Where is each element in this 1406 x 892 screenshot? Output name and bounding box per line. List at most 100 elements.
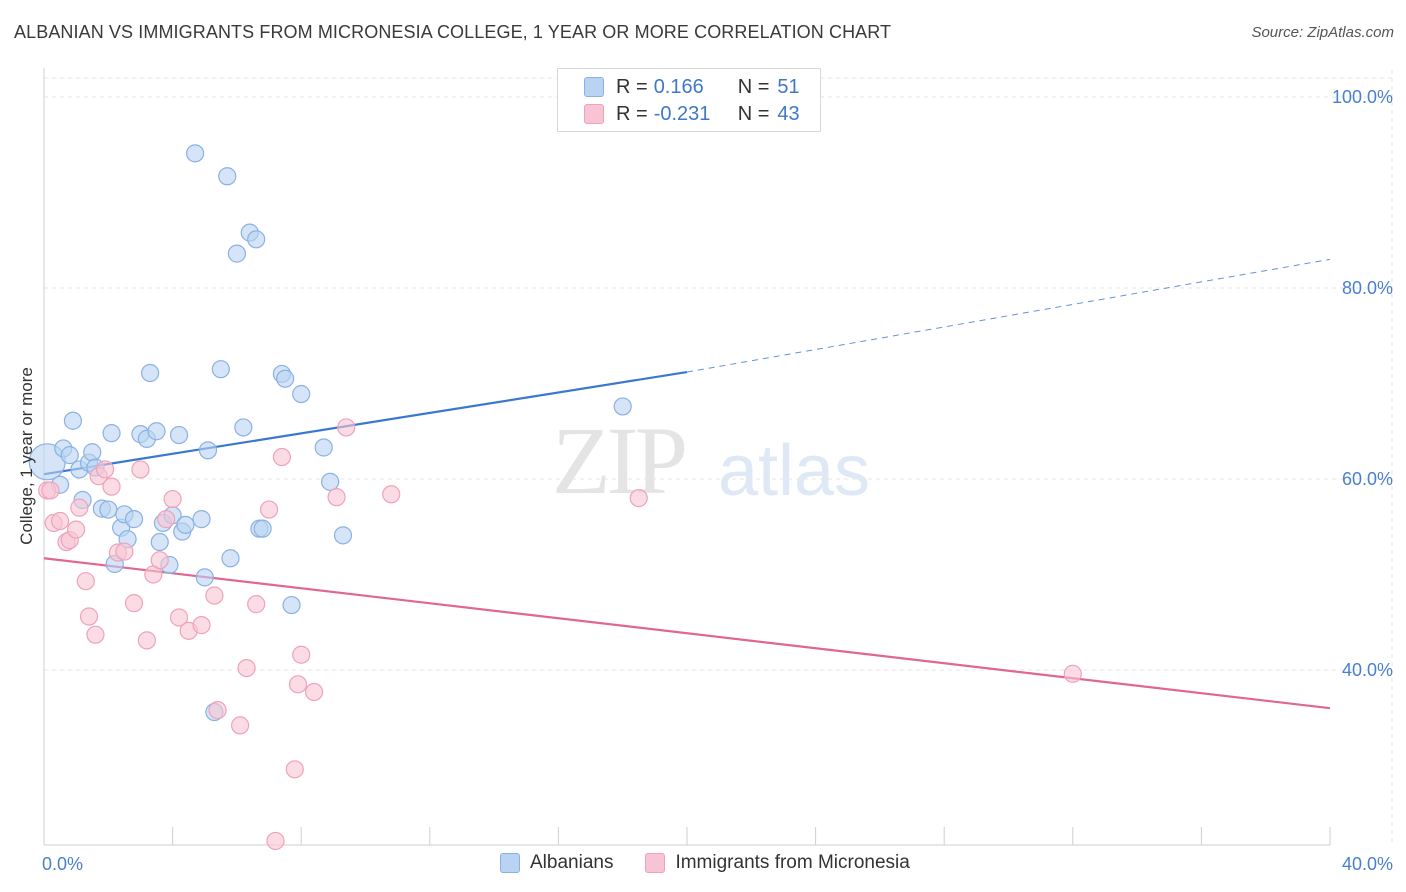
micronesia-point	[237, 658, 256, 678]
label-layer: 40.0% 60.0% 80.0% 100.0% 0.0% 40.0% College, 1…	[17, 87, 1393, 874]
micronesia-point	[102, 477, 121, 496]
albanians-point	[83, 443, 102, 462]
albanians-point	[211, 360, 230, 379]
albanians-point	[333, 526, 353, 545]
micronesia-point	[163, 489, 182, 509]
chart-title: ALBANIAN VS IMMIGRANTS FROM MICRONESIA C…	[14, 22, 892, 42]
albanians-point	[613, 397, 632, 416]
albanians-point	[276, 369, 295, 388]
legend-swatch-albanians	[584, 77, 604, 97]
albanians-point	[253, 519, 272, 538]
watermark-zip: ZIP	[552, 407, 688, 514]
legend-n-value: 51	[777, 75, 800, 98]
micronesia-point	[247, 595, 266, 614]
source-label: Source: ZipAtlas.com	[1251, 24, 1394, 41]
micronesia-trend-line	[43, 557, 1331, 710]
micronesia-point	[382, 485, 401, 504]
albanians-point	[198, 441, 218, 460]
micronesia-point	[259, 500, 279, 519]
y-tick-label: 80.0%	[1342, 278, 1393, 298]
albanians-point	[282, 595, 301, 615]
legend-r-label: R =	[616, 102, 648, 125]
micronesia-point	[137, 631, 156, 650]
legend-row-micronesia: R = -0.231 N = 43	[584, 101, 800, 127]
micronesia-point	[292, 645, 311, 664]
stats-legend: R = 0.166 N = 51 R = -0.231 N = 43	[557, 68, 821, 132]
albanians-point	[292, 384, 311, 404]
albanians-point	[102, 424, 121, 443]
micronesia-point	[1063, 664, 1082, 683]
micronesia-point	[86, 625, 105, 644]
albanians-point	[63, 411, 83, 430]
albanians-point	[321, 472, 340, 491]
micronesia-point	[285, 760, 304, 779]
micronesia-point	[272, 447, 292, 467]
series-swatch-albanians	[500, 853, 520, 873]
micronesia-point	[304, 682, 324, 702]
watermark-atlas: atlas	[718, 431, 871, 511]
series-legend-albanians[interactable]: Albanians	[500, 852, 613, 874]
albanians-point	[186, 144, 205, 163]
albanians-point	[147, 422, 166, 441]
legend-n-value: 43	[777, 102, 800, 125]
micronesia-point	[76, 572, 95, 591]
y-tick-label: 60.0%	[1342, 469, 1393, 489]
albanians-point	[247, 230, 266, 249]
legend-r-value: 0.166	[653, 75, 704, 98]
micronesia-point	[115, 542, 134, 561]
micronesia-point	[131, 460, 150, 479]
y-tick-label: 100.0%	[1332, 87, 1393, 107]
albanians-point	[99, 500, 118, 519]
micronesia-point	[288, 675, 308, 694]
series-legend-micronesia[interactable]: Immigrants from Micronesia	[645, 852, 910, 874]
micronesia-point	[266, 831, 285, 851]
micronesia-point	[157, 510, 176, 529]
albanians-point	[314, 438, 333, 457]
series-label-micronesia: Immigrants from Micronesia	[675, 852, 910, 873]
legend-n-label: N =	[737, 102, 770, 125]
micronesia-point	[150, 551, 169, 570]
x-tick-label: 40.0%	[1342, 854, 1393, 874]
series-label-albanians: Albanians	[530, 852, 614, 873]
trend-layer	[43, 258, 1331, 710]
series-swatch-micronesia	[645, 853, 666, 873]
legend-swatch-micronesia	[584, 104, 604, 124]
x-tick-label: 0.0%	[42, 854, 83, 874]
albanians-point	[234, 418, 253, 437]
y-tick-label: 40.0%	[1342, 660, 1393, 680]
albanians-point	[176, 515, 195, 534]
legend-r-value: -0.231	[653, 102, 711, 125]
point-layer	[28, 144, 1082, 851]
albanians-point	[60, 446, 79, 465]
albanians-point	[221, 549, 240, 568]
albanians-point	[192, 510, 211, 529]
micronesia-point	[208, 701, 227, 720]
albanians-point	[150, 532, 169, 552]
micronesia-point	[67, 520, 86, 539]
micronesia-point	[79, 607, 99, 626]
micronesia-point	[327, 488, 346, 507]
legend-row-albanians: R = 0.166 N = 51	[584, 74, 800, 100]
micronesia-point	[192, 616, 211, 635]
micronesia-point	[629, 489, 648, 508]
series-legend: Albanians Immigrants from Micronesia	[500, 852, 942, 874]
albanians-point	[140, 363, 160, 383]
albanians-trend-extension	[686, 258, 1331, 373]
y-axis-title: College, 1 year or more	[17, 367, 36, 545]
micronesia-point	[70, 498, 89, 517]
legend-r-label: R =	[616, 75, 648, 98]
albanians-point	[227, 244, 246, 263]
micronesia-point	[124, 594, 144, 613]
micronesia-point	[337, 418, 356, 437]
legend-n-label: N =	[737, 75, 770, 98]
micronesia-point	[205, 586, 224, 605]
micronesia-point	[231, 716, 250, 735]
albanians-trend-line	[43, 370, 688, 476]
micronesia-point	[50, 511, 70, 531]
micronesia-point	[169, 608, 189, 627]
micronesia-point	[41, 481, 60, 500]
albanians-point	[195, 568, 214, 587]
albanians-point	[218, 167, 237, 186]
albanians-point	[169, 425, 189, 445]
